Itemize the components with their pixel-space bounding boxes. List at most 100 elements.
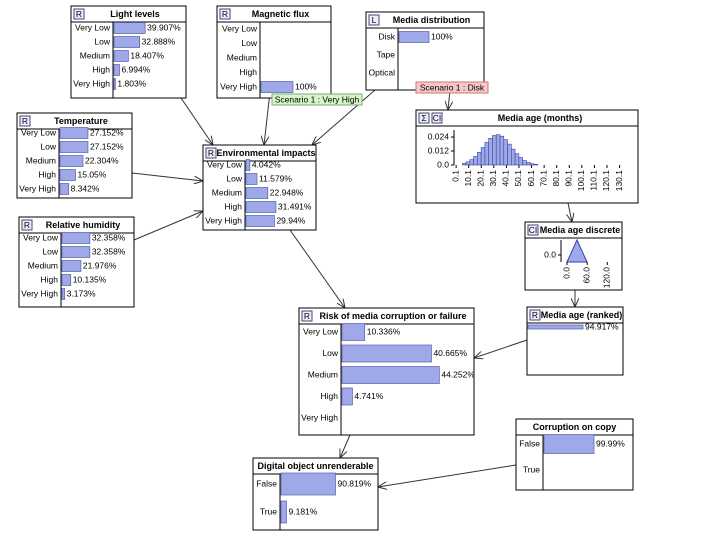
histogram-bar [465, 161, 471, 166]
state-label: Low [322, 348, 338, 358]
state-label: True [523, 464, 540, 474]
edge [312, 89, 376, 145]
state-label: Medium [80, 50, 110, 60]
state-label: Disk [378, 31, 395, 41]
probability-bar [341, 344, 432, 363]
state-label: High [240, 67, 258, 77]
edge [378, 464, 517, 487]
probability-bar [245, 173, 258, 185]
node-badge [368, 14, 380, 26]
node-title: Relative humidity [46, 220, 121, 230]
scenario-label: Scenario 1 : Disk [420, 82, 485, 92]
probability-bar [341, 387, 353, 406]
node-badge-text: R [208, 148, 214, 158]
state-label: Very High [205, 215, 242, 225]
probability-bar [113, 78, 116, 90]
x-tick-label: 50.1 [513, 170, 523, 187]
probability-bar [543, 434, 595, 454]
y-tick-label: 0.0 [544, 249, 556, 259]
state-label: Low [42, 246, 58, 256]
state-label: Medium [26, 155, 56, 165]
node-badge-text: R [222, 9, 228, 19]
node-badge [418, 112, 430, 124]
probability-bar [280, 472, 336, 496]
histogram-bar [492, 135, 497, 166]
state-label: Medium [308, 369, 338, 379]
edge [474, 339, 528, 358]
scenario-box [415, 81, 489, 94]
node-badge [431, 112, 443, 124]
state-label: High [321, 391, 339, 401]
histogram-bar [484, 142, 489, 166]
probability-bar [61, 246, 91, 258]
probability-label: 94.917% [585, 321, 619, 331]
edge [264, 91, 271, 145]
probability-bar [113, 22, 146, 34]
node-badge [19, 115, 31, 127]
probability-bar [280, 500, 287, 524]
probability-label: 3.173% [67, 288, 96, 298]
probability-bar [245, 159, 251, 171]
probability-bar [260, 81, 294, 93]
probability-bar [245, 215, 275, 227]
distribution-shape [566, 238, 588, 263]
probability-label: 22.948% [270, 187, 304, 197]
node-badge-text: Σ [421, 113, 426, 123]
probability-bar [59, 127, 89, 139]
node-badge [529, 309, 541, 321]
probability-label: 27.152% [90, 141, 124, 151]
edge [340, 434, 351, 458]
histogram-bar [480, 147, 486, 166]
node-title: Media age discrete [540, 225, 621, 235]
edge [180, 97, 213, 145]
state-label: High [225, 201, 243, 211]
histogram-bar [469, 159, 474, 166]
histogram-bar [507, 143, 512, 166]
x-tick-label: 30.1 [488, 170, 498, 187]
state-label: True [260, 506, 277, 516]
state-label: High [93, 64, 111, 74]
node-title: Environmental impacts [216, 148, 315, 158]
probability-label: 15.05% [78, 169, 107, 179]
probability-label: 99.99% [596, 438, 625, 448]
node-badge-text: R [304, 311, 310, 321]
edge [131, 172, 203, 181]
probability-label: 32.358% [92, 232, 126, 242]
state-label: Very Low [303, 326, 339, 336]
y-tick-label: 0.024 [428, 131, 450, 141]
x-tick-label: 60.0 [581, 267, 591, 284]
probability-label: 4.741% [354, 391, 383, 401]
x-tick-label: 80.1 [551, 170, 561, 187]
probability-label: 4.042% [252, 159, 281, 169]
probability-bar [398, 31, 430, 43]
state-label: Very High [73, 78, 110, 88]
probability-bar [113, 50, 129, 62]
probability-label: 10.336% [367, 326, 401, 336]
y-tick-label: 0.0 [437, 159, 449, 169]
state-label: Very High [21, 288, 58, 298]
x-tick-label: 120.1 [601, 170, 611, 192]
scenario-label: Scenario 1 : Very High [275, 94, 360, 104]
state-label: Optical [369, 67, 396, 77]
edge [133, 211, 203, 241]
probability-label: 31.491% [278, 201, 312, 211]
node-box [526, 306, 624, 376]
node-title: Digital object unrenderable [257, 461, 373, 471]
histogram-bar [495, 134, 501, 166]
state-label: Very Low [75, 22, 111, 32]
probability-label: 22.304% [85, 155, 119, 165]
probability-label: 8.342% [71, 183, 100, 193]
x-tick-label: 70.1 [538, 170, 548, 187]
histogram-bar [503, 139, 508, 166]
probability-bar [113, 36, 141, 48]
probability-label: 32.888% [142, 36, 176, 46]
probability-bar [59, 155, 84, 167]
histogram-bar [529, 163, 535, 166]
x-tick-label: 100.1 [576, 170, 586, 192]
state-label: Very Low [21, 127, 57, 137]
x-tick-label: 10.1 [463, 170, 473, 187]
node-title: Temperature [54, 116, 108, 126]
probability-label: 1.803% [117, 78, 146, 88]
state-label: False [256, 478, 277, 488]
node-badge [73, 8, 85, 20]
